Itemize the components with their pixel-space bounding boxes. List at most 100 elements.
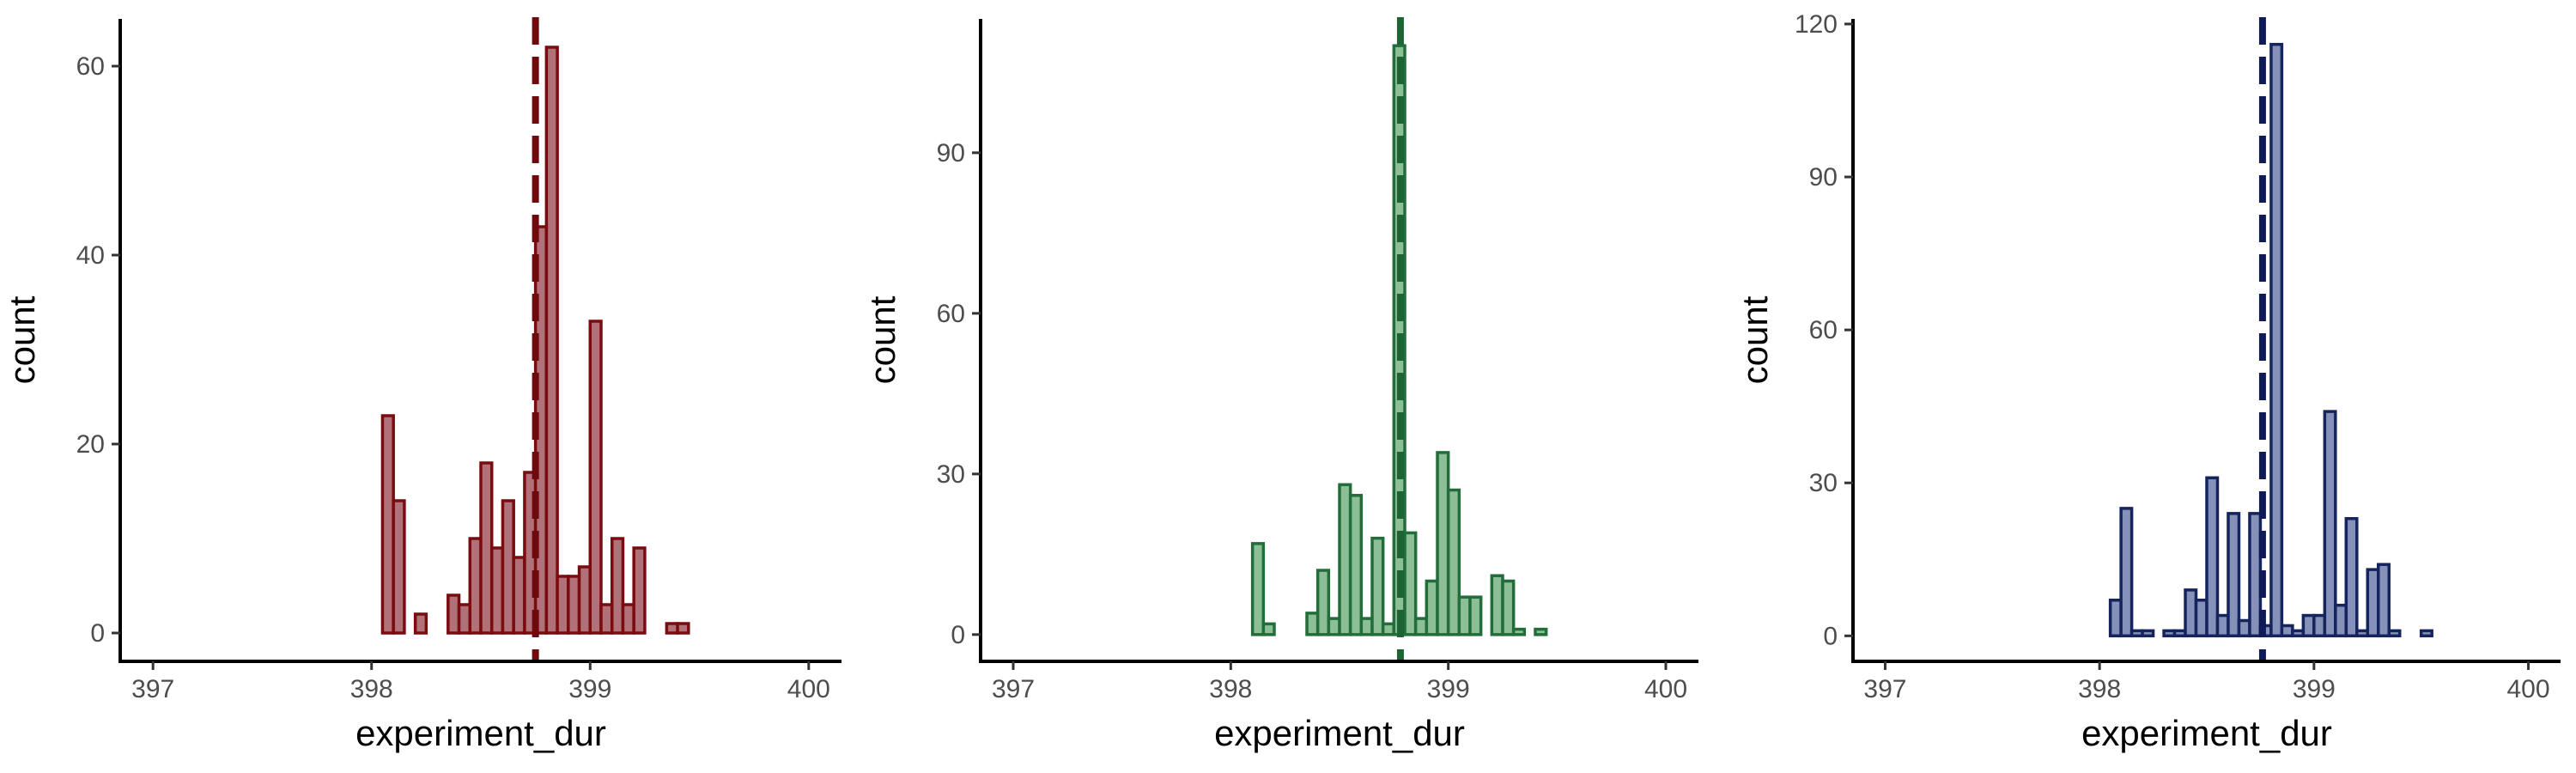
- histogram-bar: [2184, 588, 2198, 638]
- histogram-bar: [2141, 629, 2155, 638]
- histogram-bar: [2215, 613, 2230, 638]
- histogram-bar: [1534, 627, 1548, 636]
- histogram-bar: [2366, 568, 2380, 638]
- histogram-bar: [501, 499, 515, 635]
- histogram-bar: [1403, 531, 1418, 636]
- x-axis-title: experiment_dur: [355, 713, 606, 753]
- y-tick-label: 30: [937, 460, 965, 489]
- histogram-bar: [1305, 612, 1320, 636]
- histogram-bar: [1501, 579, 1516, 636]
- histogram-bar: [2119, 507, 2134, 638]
- x-tick-label: 399: [568, 675, 611, 703]
- histogram-bar: [588, 320, 603, 635]
- histogram-bar: [512, 556, 526, 635]
- histogram-bar: [1370, 536, 1385, 636]
- y-tick-label: 60: [1809, 316, 1838, 344]
- histogram-bar: [392, 499, 406, 635]
- histogram-bar: [457, 603, 472, 635]
- histogram-bar: [2108, 599, 2123, 638]
- histogram-bar: [567, 575, 581, 635]
- y-tick-label: 30: [1809, 469, 1838, 497]
- histogram-panel-3: 0 30 60 90 120 397 398 399 400 experiment_dur coun…: [1735, 10, 2561, 753]
- x-tick-label: 397: [131, 675, 174, 703]
- histogram-bar: [599, 603, 614, 635]
- histogram-bar: [1250, 542, 1266, 636]
- histogram-bar: [1436, 451, 1450, 636]
- histogram-bar: [1338, 483, 1352, 636]
- histogram-bar: [1359, 617, 1374, 636]
- x-tick-label: 400: [2507, 675, 2550, 703]
- histogram-bar: [2172, 629, 2187, 638]
- histogram-bar: [2334, 603, 2348, 638]
- histogram-bar: [1425, 579, 1439, 636]
- x-axis-title: experiment_dur: [2081, 713, 2332, 753]
- histogram-bar: [2419, 629, 2433, 638]
- histogram-bar: [621, 603, 635, 635]
- x-tick-label: 400: [1644, 675, 1687, 703]
- y-tick-label: 90: [1809, 163, 1838, 192]
- y-tick-label: 20: [76, 430, 105, 459]
- histogram-bar: [2227, 512, 2241, 638]
- y-tick-label: 120: [1795, 10, 1838, 39]
- histogram-bar: [479, 461, 494, 635]
- histogram-bar: [1315, 569, 1331, 636]
- histogram-bar: [2355, 629, 2370, 638]
- histogram-bar: [676, 622, 690, 635]
- y-tick-label: 0: [951, 621, 965, 649]
- histogram-bar: [1457, 595, 1472, 636]
- histogram-bar: [1413, 617, 1429, 636]
- histogram-bar: [2323, 410, 2337, 638]
- histogram-bar: [447, 593, 461, 635]
- histogram-bar: [1446, 488, 1461, 636]
- y-axis-title: count: [862, 295, 902, 384]
- histogram-bar: [610, 537, 625, 635]
- histogram-bar: [2162, 629, 2177, 638]
- x-tick-label: 397: [992, 675, 1035, 703]
- y-axis-title: count: [1735, 295, 1775, 384]
- histogram-bar: [2312, 613, 2327, 638]
- x-tick-label: 399: [1427, 675, 1470, 703]
- histogram-panel-2: 0 30 60 90 397 398 399 400 experiment_dur count: [862, 17, 1698, 753]
- histogram-panel-1: 0 20 40 60 397 398 399 400 experiment_dur count: [2, 17, 841, 753]
- histogram-bar: [2205, 476, 2220, 638]
- histogram-bar: [1348, 494, 1364, 636]
- x-tick-label: 398: [1209, 675, 1252, 703]
- histogram-bar: [2301, 613, 2316, 638]
- x-tick-label: 400: [787, 675, 830, 703]
- histogram-bar: [2377, 563, 2391, 638]
- histogram-bar: [2248, 512, 2263, 638]
- histogram-bar: [1327, 617, 1341, 636]
- histogram-bar: [1490, 574, 1504, 636]
- histogram-bar: [1468, 595, 1483, 636]
- histogram-bar: [2344, 517, 2359, 638]
- histogram-bar: [1261, 622, 1276, 636]
- histogram-bar: [1511, 627, 1527, 636]
- histogram-bar: [544, 46, 559, 635]
- x-tick-label: 397: [1863, 675, 1906, 703]
- x-tick-label: 398: [2078, 675, 2121, 703]
- histogram-bar: [2291, 629, 2306, 638]
- histogram-bar: [577, 565, 592, 635]
- y-axis-title: count: [2, 295, 42, 384]
- histogram-bar: [489, 546, 505, 635]
- histogram-bar: [665, 622, 679, 635]
- y-tick-label: 40: [76, 241, 105, 270]
- x-tick-label: 398: [350, 675, 393, 703]
- histogram-bar: [413, 612, 428, 635]
- histogram-bar: [2129, 629, 2144, 638]
- x-tick-label: 399: [2293, 675, 2336, 703]
- histogram-bar: [468, 537, 483, 635]
- histogram-bar: [556, 575, 570, 635]
- y-tick-label: 60: [76, 52, 105, 81]
- histogram-bar: [2280, 624, 2294, 638]
- histogram-bar: [380, 414, 395, 635]
- histogram-bar: [1381, 622, 1396, 636]
- y-tick-label: 0: [1823, 622, 1838, 650]
- y-tick-label: 90: [937, 139, 965, 167]
- histogram-bar: [2194, 599, 2208, 638]
- histogram-bar: [2237, 618, 2251, 638]
- histogram-bar: [2387, 629, 2402, 638]
- histogram-bar: [632, 546, 647, 635]
